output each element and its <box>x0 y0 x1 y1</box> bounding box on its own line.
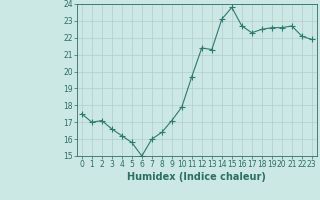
X-axis label: Humidex (Indice chaleur): Humidex (Indice chaleur) <box>127 172 266 182</box>
